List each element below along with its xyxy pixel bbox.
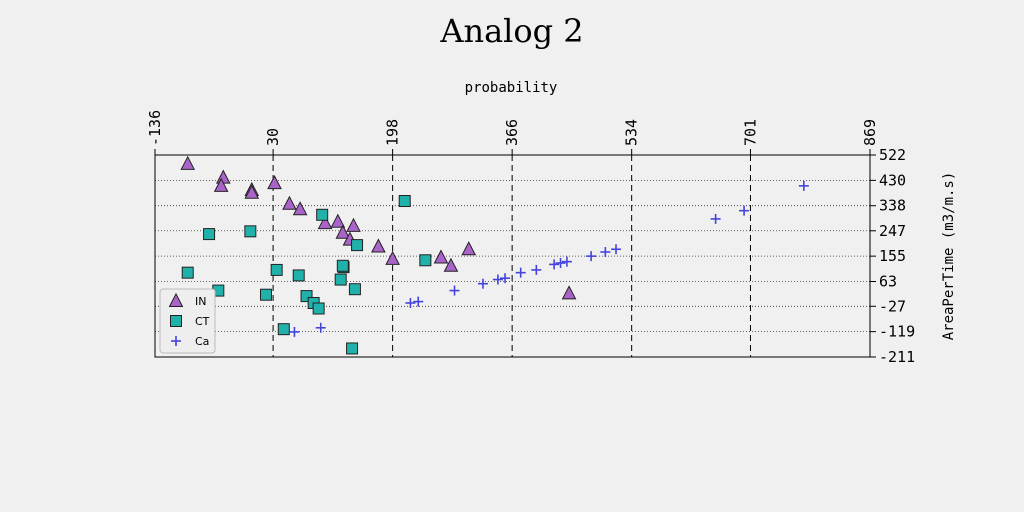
data-point-ct	[292, 269, 305, 282]
data-point-ca	[449, 285, 460, 296]
data-point-in	[244, 184, 260, 199]
y-tick-label: 522	[879, 146, 906, 164]
data-point-ct	[346, 342, 359, 355]
data-point-ct	[277, 323, 290, 336]
grid-lines	[155, 155, 870, 357]
data-point-in	[335, 224, 351, 239]
legend-marker-ct	[170, 315, 182, 327]
data-point-ca	[739, 205, 750, 216]
chart-title: Analog 2	[440, 12, 584, 50]
data-point-ca	[710, 213, 721, 224]
data-point-ca	[492, 274, 503, 285]
data-point-in	[267, 175, 282, 190]
y-tick-label: -211	[879, 348, 915, 366]
y-tick-label: 247	[879, 222, 906, 240]
data-point-in	[385, 250, 400, 265]
data-point-ca	[405, 297, 416, 308]
x-axis-label: probability	[465, 80, 558, 96]
data-point-ca	[413, 296, 424, 307]
data-point-ca	[315, 322, 326, 333]
data-point-in	[433, 249, 449, 264]
data-point-ct	[348, 283, 361, 296]
data-point-ca	[477, 278, 488, 289]
data-point-in	[561, 285, 577, 300]
data-point-in	[346, 217, 361, 232]
y-tick-label: 338	[879, 197, 906, 215]
x-tick-label: 701	[741, 119, 759, 146]
data-point-ct	[398, 195, 411, 208]
data-point-ct	[351, 239, 364, 252]
data-point-ca	[611, 244, 622, 255]
y-tick-label: -27	[879, 297, 906, 315]
data-point-in	[461, 241, 477, 256]
data-point-in	[317, 214, 333, 230]
legend: IN CT Ca	[159, 288, 216, 354]
data-point-ct	[334, 273, 347, 286]
data-point-in	[180, 155, 196, 170]
y-tick-label: 63	[879, 272, 897, 290]
data-point-ca	[586, 251, 597, 262]
y-axis-label: AreaPerTime (m3/m.s)	[941, 172, 957, 341]
data-point-in	[213, 177, 229, 192]
data-point-ca	[549, 259, 560, 270]
data-point-ct	[419, 254, 432, 267]
data-point-in	[371, 238, 386, 253]
data-point-ca	[798, 180, 809, 191]
data-point-ca	[531, 264, 542, 275]
x-tick-label: 366	[503, 119, 521, 146]
data-point-in	[292, 201, 308, 216]
y-tick-label: -119	[879, 323, 915, 341]
data-points	[180, 155, 809, 355]
x-tick-label: 534	[623, 119, 641, 146]
data-point-ct	[316, 208, 329, 221]
data-point-ca	[561, 256, 572, 267]
data-point-ca	[555, 258, 566, 269]
y-tick-label: 430	[879, 171, 906, 189]
data-point-in	[330, 213, 346, 228]
data-point-ct	[300, 290, 313, 303]
data-point-in	[282, 195, 297, 210]
data-point-ca	[289, 326, 300, 337]
data-point-ct	[244, 225, 257, 238]
x-tick-label: 869	[861, 119, 879, 146]
legend-marker-in	[168, 292, 184, 307]
legend-label-in: IN	[195, 295, 206, 308]
x-tick-label: 30	[264, 128, 282, 146]
data-point-in	[215, 169, 231, 184]
data-point-ca	[515, 267, 526, 278]
legend-label-ca: Ca	[195, 335, 209, 348]
legend-marker-ca	[171, 336, 181, 346]
data-point-ct	[312, 302, 325, 315]
data-point-ct	[336, 259, 349, 272]
y-tick-label: 155	[879, 247, 906, 265]
data-point-ct	[203, 228, 216, 241]
data-point-ct	[259, 288, 272, 301]
x-tick-label: -136	[146, 110, 164, 146]
x-tick-label: 198	[384, 119, 402, 146]
data-point-ct	[181, 266, 194, 279]
data-point-in	[443, 257, 459, 272]
legend-label-ct: CT	[195, 315, 210, 328]
data-point-ca	[600, 247, 611, 258]
data-point-ct	[270, 263, 283, 276]
data-point-ca	[500, 273, 511, 284]
